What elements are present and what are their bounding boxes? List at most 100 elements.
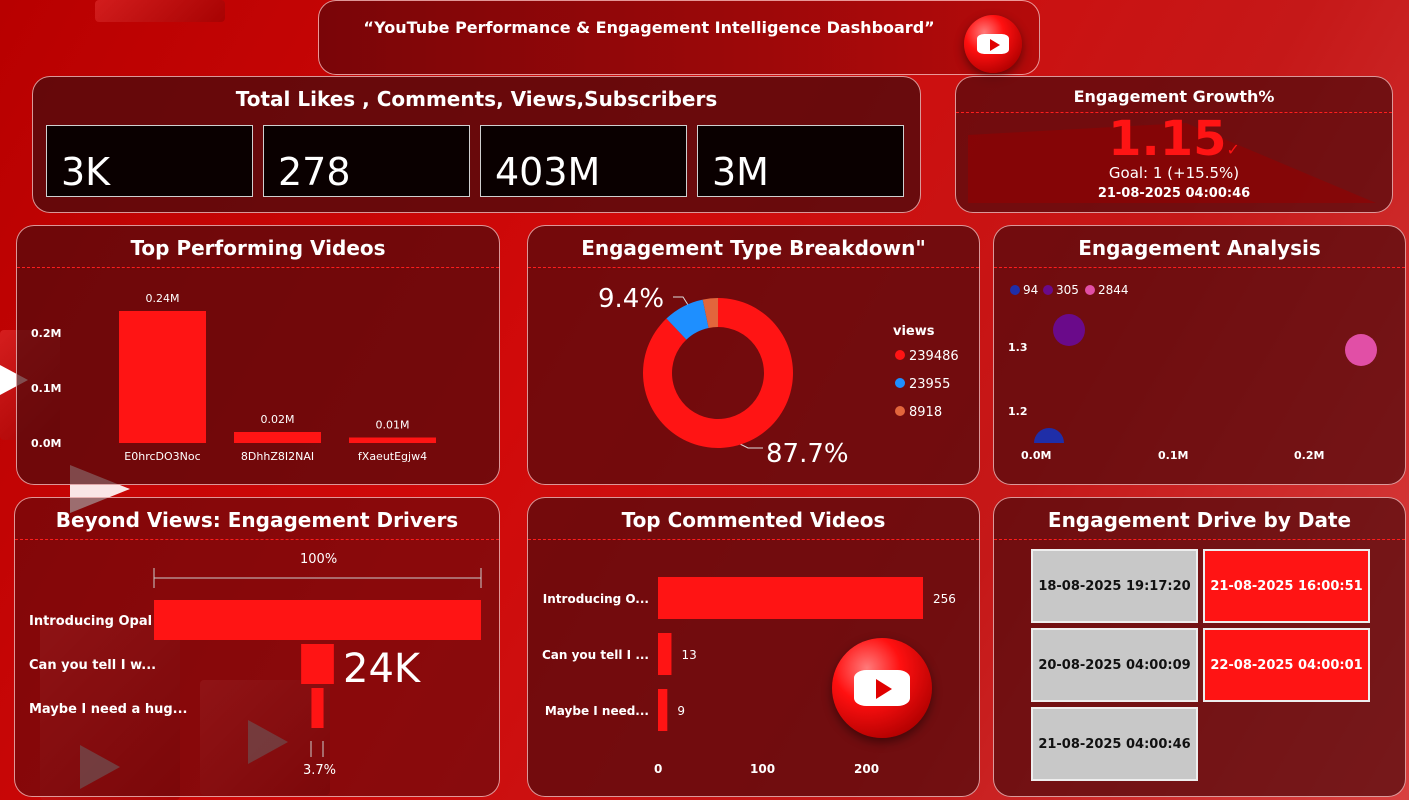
growth-value: 1.15✓ (1108, 111, 1240, 167)
driver-label: Introducing Opal (29, 614, 152, 629)
bar-value-label: 0.02M (261, 413, 295, 426)
commented-chart: 0 100 200 256 Introducing O... 13 Can you t… (542, 577, 956, 776)
donut-slice[interactable] (702, 298, 718, 328)
x-tick: 200 (854, 762, 879, 776)
big-value-label: 24K (343, 646, 422, 692)
legend-label: 94 (1023, 283, 1038, 297)
kpi-panel-title: Total Likes , Comments, Views,Subscriber… (235, 87, 718, 111)
legend-dot (895, 378, 905, 388)
legend-dot (1085, 285, 1095, 295)
y-tick: 0.0M (31, 437, 61, 450)
kpi-likes-card[interactable]: 3K (46, 125, 253, 197)
commented-bar[interactable] (658, 689, 668, 731)
leader-line (673, 296, 691, 309)
bar-E0hrcDO3Noc[interactable] (119, 311, 206, 443)
x-tick: 100 (750, 762, 775, 776)
commented-bar[interactable] (658, 633, 672, 675)
donut-slice[interactable] (666, 299, 709, 340)
engagement-analysis-panel: Engagement Analysis 94 305 2844 1.3 1.2 … (993, 225, 1406, 485)
legend-dot (895, 350, 905, 360)
bar-fXaeutEgjw4[interactable] (349, 437, 436, 444)
bar-8DhhZ8I2NAI[interactable] (234, 432, 321, 443)
growth-panel: Engagement Growth% 1.15✓ Goal: 1 (+15.5%… (955, 76, 1393, 213)
kpi-subscribers-value: 3M (712, 150, 769, 194)
date-cell[interactable]: 20-08-2025 04:00:09 (1031, 628, 1198, 702)
scatter-point-305[interactable] (1034, 428, 1064, 443)
bar-category-label: E0hrcDO3Noc (124, 450, 200, 463)
growth-title: Engagement Growth% (1073, 87, 1275, 106)
growth-timestamp: 21-08-2025 04:00:46 (1097, 186, 1251, 201)
check-icon: ✓ (1226, 140, 1240, 159)
kpi-panel: Total Likes , Comments, Views,Subscriber… (32, 76, 921, 213)
x-tick: 0 (654, 762, 662, 776)
date-cell[interactable]: 22-08-2025 04:00:01 (1203, 628, 1370, 702)
driver-bar[interactable] (154, 600, 481, 640)
commented-bar[interactable] (658, 577, 923, 619)
driver-label: Maybe I need a hug... (29, 702, 187, 717)
kpi-likes-value: 3K (61, 150, 111, 194)
donut-slice[interactable] (643, 298, 793, 448)
bar-category-label: 8DhhZ8I2NAI (241, 450, 314, 463)
commented-category-label: Maybe I need... (545, 704, 649, 718)
legend-dot (1043, 285, 1053, 295)
commented-value-label: 13 (681, 648, 696, 662)
commented-category-label: Can you tell I ... (542, 648, 649, 662)
commented-panel: Top Commented Videos 0 100 200 256 Introd… (527, 497, 980, 797)
legend-title: views (893, 324, 935, 339)
drivers-chart: 100% 24K 3.7% Introducing Opal Can you te… (29, 552, 482, 778)
bar-value-label: 0.01M (376, 419, 410, 432)
drivers-title: Beyond Views: Engagement Drivers (55, 508, 459, 532)
commented-value-label: 256 (933, 592, 956, 606)
kpi-views-card[interactable]: 403M (480, 125, 687, 197)
kpi-views-value: 403M (495, 150, 601, 194)
growth-area-shape (968, 123, 1376, 203)
dates-panel: Engagement Drive by Date 18-08-2025 19:1… (993, 497, 1406, 797)
donut-pct-small: 9.4% (598, 284, 664, 314)
date-cell[interactable]: 21-08-2025 04:00:46 (1031, 707, 1198, 781)
x-tick: 0.2M (1294, 449, 1324, 462)
scatter-point-94[interactable] (1053, 314, 1085, 346)
driver-bar[interactable] (311, 688, 324, 728)
commented-category-label: Introducing O... (543, 592, 649, 606)
date-cell[interactable]: 18-08-2025 19:17:20 (1031, 549, 1198, 623)
background-tile (95, 0, 225, 22)
y-tick: 1.2 (1008, 405, 1028, 418)
legend-label: 23955 (909, 377, 950, 392)
x-tick: 0.0M (1021, 449, 1051, 462)
top-videos-panel: Top Performing Videos 0.2M 0.1M 0.0M 0.2… (16, 225, 500, 485)
donut-pct-large: 87.7% (766, 439, 849, 469)
legend-label: 305 (1056, 283, 1079, 297)
y-tick: 1.3 (1008, 341, 1028, 354)
x-tick: 0.1M (1158, 449, 1188, 462)
kpi-comments-card[interactable]: 278 (263, 125, 470, 197)
legend-dot (895, 406, 905, 416)
scatter-chart: 94 305 2844 1.3 1.2 0.0M 0.1M 0.2M (1008, 283, 1377, 462)
bar-value-label: 0.24M (146, 292, 180, 305)
legend-label: 2844 (1098, 283, 1129, 297)
dates-title: Engagement Drive by Date (1047, 508, 1352, 532)
legend-label: 8918 (909, 405, 942, 420)
date-cell[interactable]: 21-08-2025 16:00:51 (1203, 549, 1370, 623)
bar-category-label: fXaeutEgjw4 (358, 450, 427, 463)
engagement-type-panel: Engagement Type Breakdown" 9.4% 87.7% vi… (527, 225, 980, 485)
driver-label: Can you tell I w... (29, 658, 156, 673)
bottom-pct-label: 3.7% (303, 763, 336, 778)
youtube-logo-icon (964, 15, 1022, 73)
top-pct-label: 100% (300, 552, 337, 567)
y-tick: 0.1M (31, 382, 61, 395)
legend-dot (1010, 285, 1020, 295)
page-title: “YouTube Performance & Engagement Intell… (363, 18, 935, 37)
driver-bar[interactable] (301, 644, 334, 684)
drivers-panel: Beyond Views: Engagement Drivers 100% 24… (14, 497, 500, 797)
scatter-point-2844[interactable] (1345, 334, 1377, 366)
kpi-subscribers-card[interactable]: 3M (697, 125, 904, 197)
kpi-comments-value: 278 (278, 150, 351, 194)
y-tick: 0.2M (31, 327, 61, 340)
donut-chart: 9.4% 87.7% views 239486 23955 8918 (598, 284, 959, 469)
youtube-logo-icon (832, 638, 932, 738)
top-videos-chart: 0.2M 0.1M 0.0M 0.24M E0hrcDO3Noc 0.02M 8Dhh… (31, 292, 436, 463)
header-banner: “YouTube Performance & Engagement Intell… (318, 0, 1040, 75)
commented-title: Top Commented Videos (621, 508, 886, 532)
engagement-analysis-title: Engagement Analysis (1078, 236, 1321, 260)
legend-label: 239486 (909, 349, 959, 364)
